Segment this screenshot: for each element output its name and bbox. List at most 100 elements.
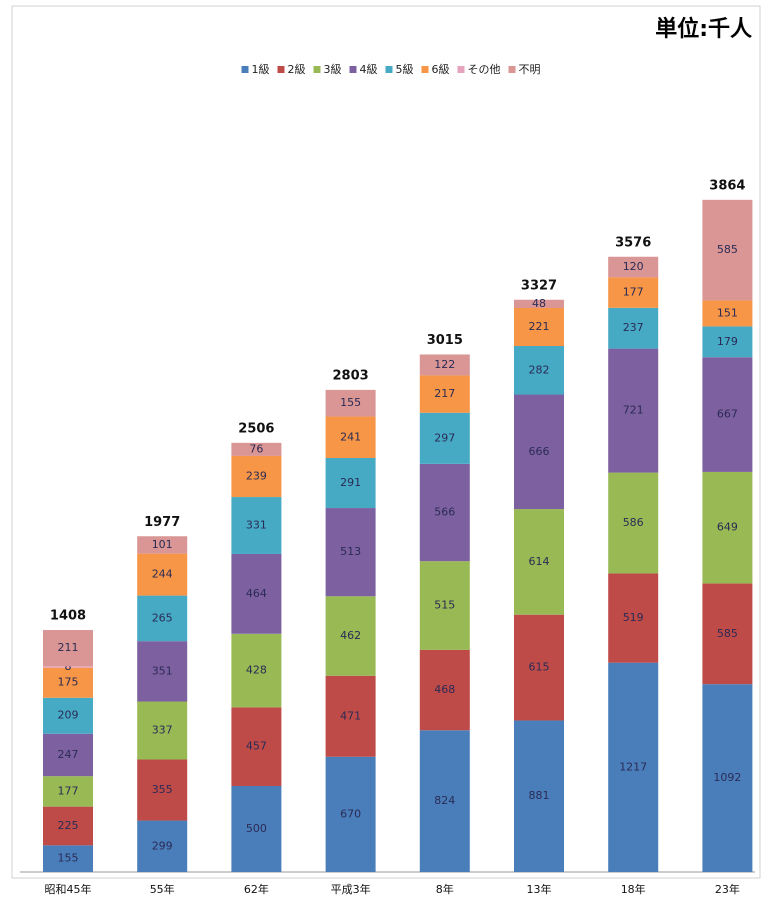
- bar-segment: [514, 299, 564, 309]
- legend-swatch: [349, 66, 357, 73]
- bar-segment: [608, 277, 659, 308]
- legend-label: 3級: [324, 63, 342, 76]
- segment-label: 76: [249, 442, 263, 455]
- segment-label: 355: [152, 783, 173, 796]
- segment-label: 299: [152, 839, 173, 852]
- bar-segment: [325, 508, 376, 597]
- bar-segment: [43, 845, 93, 872]
- segment-label: 331: [246, 519, 267, 532]
- bar-segment: [231, 497, 282, 554]
- segment-label: 500: [246, 822, 267, 835]
- segment-label: 239: [246, 469, 267, 482]
- bar-segment: [608, 348, 659, 473]
- bar-segment: [514, 308, 564, 347]
- segment-label: 462: [340, 629, 361, 642]
- segment-label: 667: [717, 408, 738, 421]
- segment-label: 221: [529, 320, 550, 333]
- segment-label: 586: [623, 516, 644, 529]
- bar-segment: [43, 733, 93, 777]
- bar-segment: [419, 375, 470, 413]
- bar-segment: [43, 806, 93, 846]
- bar-segment: [514, 346, 564, 395]
- segment-label: 241: [340, 430, 361, 443]
- unit-label: 単位:千人: [655, 16, 752, 42]
- segment-label: 615: [529, 661, 550, 674]
- bar-segment: [608, 662, 659, 872]
- segment-label: 824: [434, 794, 455, 807]
- legend-swatch: [277, 66, 285, 73]
- bar-segment: [325, 416, 376, 458]
- legend-label: 6級: [432, 63, 450, 76]
- bar-segment: [231, 633, 282, 708]
- legend-swatch: [508, 66, 516, 73]
- segment-label: 120: [623, 260, 644, 273]
- bar-segment: [419, 463, 470, 562]
- x-tick-label: 55年: [150, 882, 175, 896]
- bar-segment: [231, 455, 282, 498]
- segment-label: 247: [58, 748, 79, 761]
- legend-swatch: [421, 66, 429, 73]
- bar-segment: [43, 666, 93, 668]
- segment-label: 457: [246, 740, 267, 753]
- bar-segment: [137, 701, 188, 760]
- segment-label: 177: [623, 286, 644, 299]
- bar-segment: [419, 354, 470, 376]
- segment-label: 519: [623, 611, 644, 624]
- legend-label: 1級: [252, 63, 270, 76]
- bar-segment: [608, 573, 659, 663]
- bar-segment: [419, 561, 470, 650]
- bar-segment: [137, 595, 188, 642]
- segment-label: 471: [340, 709, 361, 722]
- segment-label: 649: [717, 521, 738, 534]
- total-label: 2803: [333, 368, 369, 383]
- x-tick-label: 18年: [621, 882, 646, 896]
- legend-swatch: [241, 66, 249, 73]
- bar-segment: [137, 536, 188, 554]
- segment-label: 282: [529, 363, 550, 376]
- bar-segment: [231, 553, 282, 634]
- bar-segment: [702, 326, 753, 358]
- segment-label: 225: [58, 819, 79, 832]
- segment-label: 585: [717, 243, 738, 256]
- segment-label: 175: [58, 676, 79, 689]
- segment-label: 566: [434, 506, 455, 519]
- segment-label: 265: [152, 611, 173, 624]
- bar-segment: [702, 357, 753, 472]
- bar-segment: [608, 472, 659, 574]
- segment-label: 291: [340, 476, 361, 489]
- segment-label: 177: [58, 784, 79, 797]
- segment-label: 209: [58, 709, 79, 722]
- x-tick-label: 昭和45年: [45, 882, 92, 896]
- bar-segment: [137, 641, 188, 702]
- total-label: 3864: [709, 178, 745, 193]
- segment-label: 337: [152, 724, 173, 737]
- bar-segment: [43, 667, 93, 698]
- total-label: 2506: [238, 421, 274, 436]
- total-label: 1977: [144, 515, 180, 530]
- segment-label: 1217: [619, 760, 647, 773]
- segment-label: 217: [434, 387, 455, 400]
- legend-label: その他: [468, 63, 501, 76]
- segment-label: 151: [717, 306, 738, 319]
- bar-segment: [137, 820, 188, 872]
- total-label: 3327: [521, 278, 557, 293]
- segment-label: 1092: [713, 771, 741, 784]
- segment-label: 155: [340, 396, 361, 409]
- bar-segment: [419, 649, 470, 731]
- segment-label: 211: [58, 641, 79, 654]
- bar-segment: [514, 614, 564, 721]
- bar-segment: [702, 583, 753, 685]
- x-tick-label: 8年: [436, 882, 454, 896]
- legend-label: 不明: [519, 63, 541, 76]
- x-tick-label: 62年: [244, 882, 269, 896]
- bar-segment: [702, 199, 753, 301]
- bar-segment: [514, 509, 564, 615]
- bar-segment: [137, 759, 188, 821]
- x-tick-label: 23年: [715, 882, 740, 896]
- bar-segment: [231, 786, 282, 872]
- bar-segment: [514, 394, 564, 510]
- segment-label: 237: [623, 321, 644, 334]
- legend-swatch: [313, 66, 321, 73]
- total-label: 1408: [50, 608, 86, 623]
- bar-segment: [325, 756, 376, 872]
